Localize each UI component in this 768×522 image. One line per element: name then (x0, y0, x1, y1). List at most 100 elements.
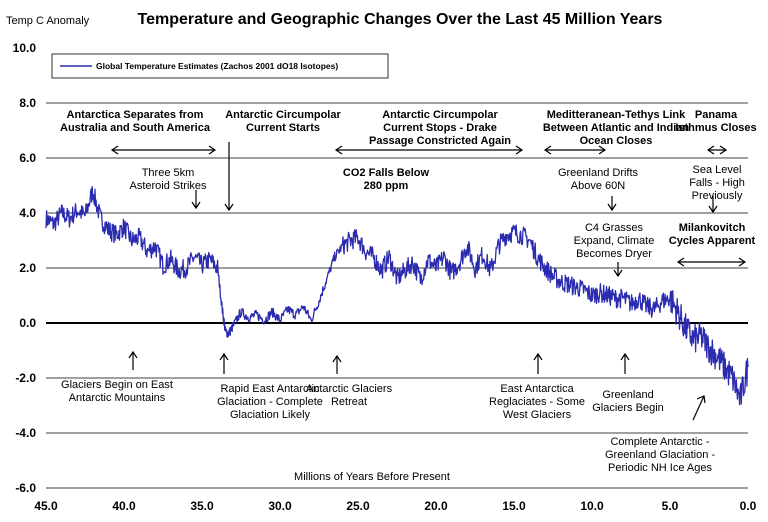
annotation-line: Retreat (331, 396, 367, 408)
pointer-arrow (692, 395, 705, 421)
above-annotation: Meditteranean-Tethys Link Between Atlanti… (543, 109, 690, 147)
y-tick-label: 2.0 (19, 261, 36, 275)
legend-entry: Global Temperature Estimates (Zachos 200… (96, 61, 338, 71)
annotation-line: Expand, Climate (574, 235, 655, 247)
annotation-line: Passage Constricted Again (369, 135, 511, 147)
y-tick-label: 6.0 (19, 151, 36, 165)
annotation-line: Cycles Apparent (669, 235, 756, 247)
annotation-line: C4 Grasses (585, 222, 644, 234)
annotation-line: Antarctic Circumpolar (225, 109, 341, 121)
annotation-line: Antarctica Separates from (67, 109, 204, 121)
annotation-line: Australia and South America (60, 122, 211, 134)
arrow-head (719, 145, 728, 155)
above-annotation: Antarctic Circumpolar Current Starts (225, 109, 341, 134)
y-tick-label: 8.0 (19, 96, 36, 110)
arrow-head (110, 145, 119, 155)
annotation-line: Greenland Drifts (558, 167, 639, 179)
legend: Global Temperature Estimates (Zachos 200… (51, 53, 389, 79)
arrow-head (708, 205, 718, 214)
above-annotation: C4 Grasses Expand, Climate Becomes Dryer (574, 222, 655, 260)
x-tick-label: 35.0 (190, 499, 214, 513)
annotation-line: Antarctic Circumpolar (382, 109, 498, 121)
arrow-head (607, 203, 617, 212)
annotation-line: Periodic NH Ice Ages (608, 462, 712, 474)
arrow-head (219, 352, 229, 361)
below-annotation: East Antarctica Reglaciates - Some West Gl… (489, 383, 585, 421)
arrow-head (620, 352, 630, 361)
chart-title: Temperature and Geographic Changes Over … (138, 11, 663, 28)
above-annotation: Sea Level Falls - High Previously (689, 164, 745, 202)
below-annotation: Greenland Glaciers Begin (592, 389, 664, 414)
above-annotation: CO2 Falls Below 280 ppm (343, 167, 430, 192)
annotation-line: Between Atlantic and Indian (543, 122, 690, 134)
annotation-line: Milankovitch (679, 222, 746, 234)
annotation-line: Becomes Dryer (576, 248, 652, 260)
annotation-line: Panama (695, 109, 738, 121)
annotations: Antarctica Separates from Australia and S… (60, 109, 757, 474)
above-annotation: Panama Isthmus Closes (675, 109, 756, 134)
annotation-line: Greenland (602, 389, 653, 401)
annotation-line: Previously (692, 190, 743, 202)
annotation-line: Meditteranean-Tethys Link (547, 109, 686, 121)
x-axis-label: Millions of Years Before Present (294, 471, 450, 483)
above-annotation: Greenland Drifts Above 60N (558, 167, 639, 192)
x-tick-label: 30.0 (268, 499, 292, 513)
legend-box (51, 53, 389, 79)
arrow-head (706, 145, 715, 155)
arrow-head (598, 145, 607, 155)
annotation-line: 280 ppm (364, 180, 409, 192)
annotation-line: East Antarctica (500, 383, 574, 395)
above-annotation: Antarctic Circumpolar Current Stops - Dra… (369, 109, 511, 147)
annotation-line: Current Starts (246, 122, 320, 134)
y-tick-label: -6.0 (15, 481, 36, 495)
x-tick-label: 20.0 (424, 499, 448, 513)
annotation-line: Complete Antarctic - (610, 436, 709, 448)
arrow-head (613, 269, 623, 278)
arrow-head (533, 352, 543, 361)
annotation-line: Three 5km (142, 167, 195, 179)
arrow-head (738, 257, 747, 267)
annotation-line: West Glaciers (503, 409, 572, 421)
annotation-arrows (110, 142, 747, 421)
annotation-line: Antarctic Glaciers (306, 383, 393, 395)
y-tick-label: 4.0 (19, 206, 36, 220)
x-tick-labels: 45.0 40.0 35.0 30.0 25.0 20.0 15.0 10.0 5.0 0.0 (34, 499, 756, 513)
annotation-line: Ocean Closes (580, 135, 653, 147)
y-tick-label: 10.0 (13, 41, 37, 55)
x-tick-label: 40.0 (112, 499, 136, 513)
above-annotation: Three 5km Asteroid Strikes (129, 167, 207, 192)
annotation-line: Asteroid Strikes (129, 180, 207, 192)
annotation-line: Current Stops - Drake (383, 122, 497, 134)
x-tick-label: 15.0 (502, 499, 526, 513)
arrow-head (208, 145, 217, 155)
above-annotation: Antarctica Separates from Australia and S… (60, 109, 211, 134)
above-annotation: Milankovitch Cycles Apparent (669, 222, 756, 247)
x-tick-label: 25.0 (346, 499, 370, 513)
arrow-head (543, 145, 552, 155)
x-tick-label: 5.0 (662, 499, 679, 513)
x-tick-label: 0.0 (740, 499, 757, 513)
arrow-head (515, 145, 524, 155)
y-tick-label: 0.0 (19, 316, 36, 330)
arrow-head (334, 145, 343, 155)
below-annotation: Glaciers Begin on East Antarctic Mountain… (61, 379, 173, 404)
x-tick-label: 10.0 (580, 499, 604, 513)
arrow-head (128, 350, 138, 359)
y-axis-label: Temp C Anomaly (6, 15, 90, 27)
below-annotation: Antarctic Glaciers Retreat (306, 383, 393, 408)
annotation-line: Isthmus Closes (675, 122, 756, 134)
annotation-line: CO2 Falls Below (343, 167, 430, 179)
arrow-head (696, 395, 706, 404)
annotation-line: Falls - High (689, 177, 745, 189)
annotation-line: Greenland Glaciation - (605, 449, 715, 461)
x-tick-label: 45.0 (34, 499, 58, 513)
annotation-line: Sea Level (693, 164, 742, 176)
annotation-line: Rapid East Antarctic (220, 383, 320, 395)
y-tick-label: -4.0 (15, 426, 36, 440)
annotation-line: Glaciation - Complete (217, 396, 323, 408)
annotation-line: Glaciation Likely (230, 409, 311, 421)
arrow-head (224, 203, 234, 212)
temperature-series-line (45, 185, 749, 406)
annotation-line: Glaciers Begin (592, 402, 664, 414)
